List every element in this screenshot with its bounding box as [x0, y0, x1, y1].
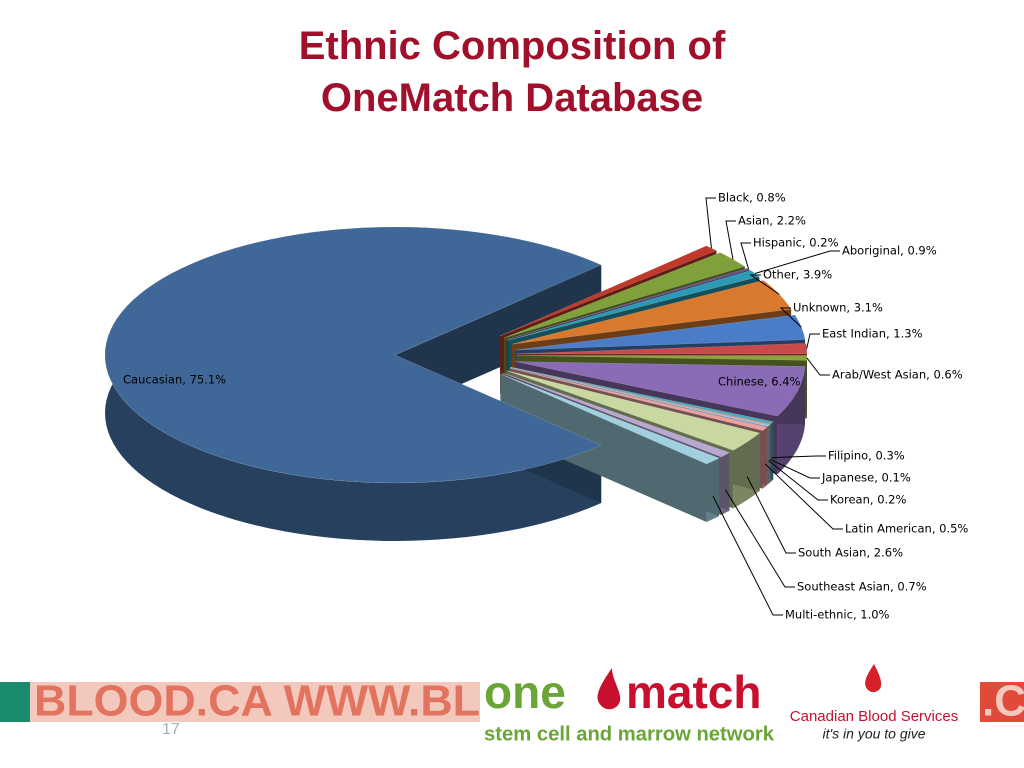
- data-label: South Asian, 2.6%: [798, 546, 903, 560]
- banner-right-text: .C: [982, 677, 1024, 726]
- slice: [500, 373, 720, 465]
- leader-line: [779, 307, 802, 328]
- cbs-drop: [865, 664, 882, 693]
- slice: [502, 372, 731, 458]
- data-label: Latin American, 0.5%: [845, 522, 968, 536]
- leader-line: [746, 476, 796, 554]
- slice: [510, 366, 774, 425]
- cbs-tagline: it's in you to give: [822, 726, 925, 742]
- data-label: Arab/West Asian, 0.6%: [832, 368, 963, 382]
- footer-banner-right: [980, 682, 1024, 722]
- slice: [510, 367, 771, 426]
- leader-line: [749, 274, 780, 295]
- data-label: Filipino, 0.3%: [828, 449, 905, 463]
- chart-title: Ethnic Composition of OneMatch Database: [299, 24, 726, 120]
- logo-tagline: stem cell and marrow network: [484, 723, 775, 745]
- footer: BLOOD.CA WWW.BL .C 17 one match stem cel…: [0, 664, 1024, 745]
- leader-line: [754, 250, 840, 274]
- slice: [506, 267, 751, 340]
- data-label: Hispanic, 0.2%: [753, 236, 839, 250]
- slice: [515, 314, 806, 351]
- slice: [104, 226, 602, 484]
- data-label: Multi-ethnic, 1.0%: [785, 608, 890, 622]
- slice: [515, 361, 806, 417]
- leader-line: [764, 463, 843, 530]
- footer-banner: [30, 682, 480, 722]
- leader-line: [806, 357, 830, 376]
- logo-match: match: [626, 666, 761, 718]
- banner-text: BLOOD.CA WWW.BL: [34, 677, 480, 726]
- data-label: Caucasian, 75.1%: [123, 373, 226, 387]
- slice-cut: [395, 264, 602, 413]
- slice: [510, 367, 770, 427]
- slice: [506, 370, 761, 451]
- slice: [509, 367, 768, 431]
- leader-line: [768, 460, 828, 501]
- data-labels: Caucasian, 75.1% Black, 0.8% Asian, 2.2% Hi…: [123, 191, 968, 622]
- slice: [500, 245, 717, 337]
- page-number: 17: [162, 721, 180, 738]
- data-label: Southeast Asian, 0.7%: [797, 580, 927, 594]
- logo-drop: [597, 668, 621, 710]
- data-label: Chinese, 6.4%: [718, 375, 801, 389]
- footer-block: [0, 682, 30, 722]
- data-label: East Indian, 1.3%: [822, 327, 923, 341]
- data-label: Korean, 0.2%: [830, 493, 906, 507]
- data-label: Aboriginal, 0.9%: [842, 244, 937, 258]
- leader-line: [724, 489, 795, 588]
- leader-line: [705, 197, 716, 249]
- slice: [516, 355, 808, 361]
- slice: [512, 280, 792, 345]
- data-label: Other, 3.9%: [763, 268, 832, 282]
- data-label: Japanese, 0.1%: [821, 471, 911, 485]
- pie-tops: [104, 226, 808, 484]
- slice-cut: [500, 373, 707, 522]
- leader-line: [740, 242, 751, 270]
- data-label: Black, 0.8%: [718, 191, 786, 205]
- leader-line: [725, 220, 736, 260]
- logo-one: one: [484, 666, 566, 718]
- cbs-name: Canadian Blood Services: [790, 708, 958, 725]
- leader-line: [771, 455, 826, 459]
- leader-line: [712, 495, 783, 616]
- slice: [516, 343, 808, 355]
- slice: [507, 270, 760, 341]
- data-label: Unknown, 3.1%: [793, 301, 883, 315]
- leader-line: [769, 458, 820, 479]
- leader-line: [806, 333, 820, 349]
- pie-chart: Caucasian, 75.1% Black, 0.8% Asian, 2.2% Hi…: [104, 191, 968, 622]
- data-label: Asian, 2.2%: [738, 214, 806, 228]
